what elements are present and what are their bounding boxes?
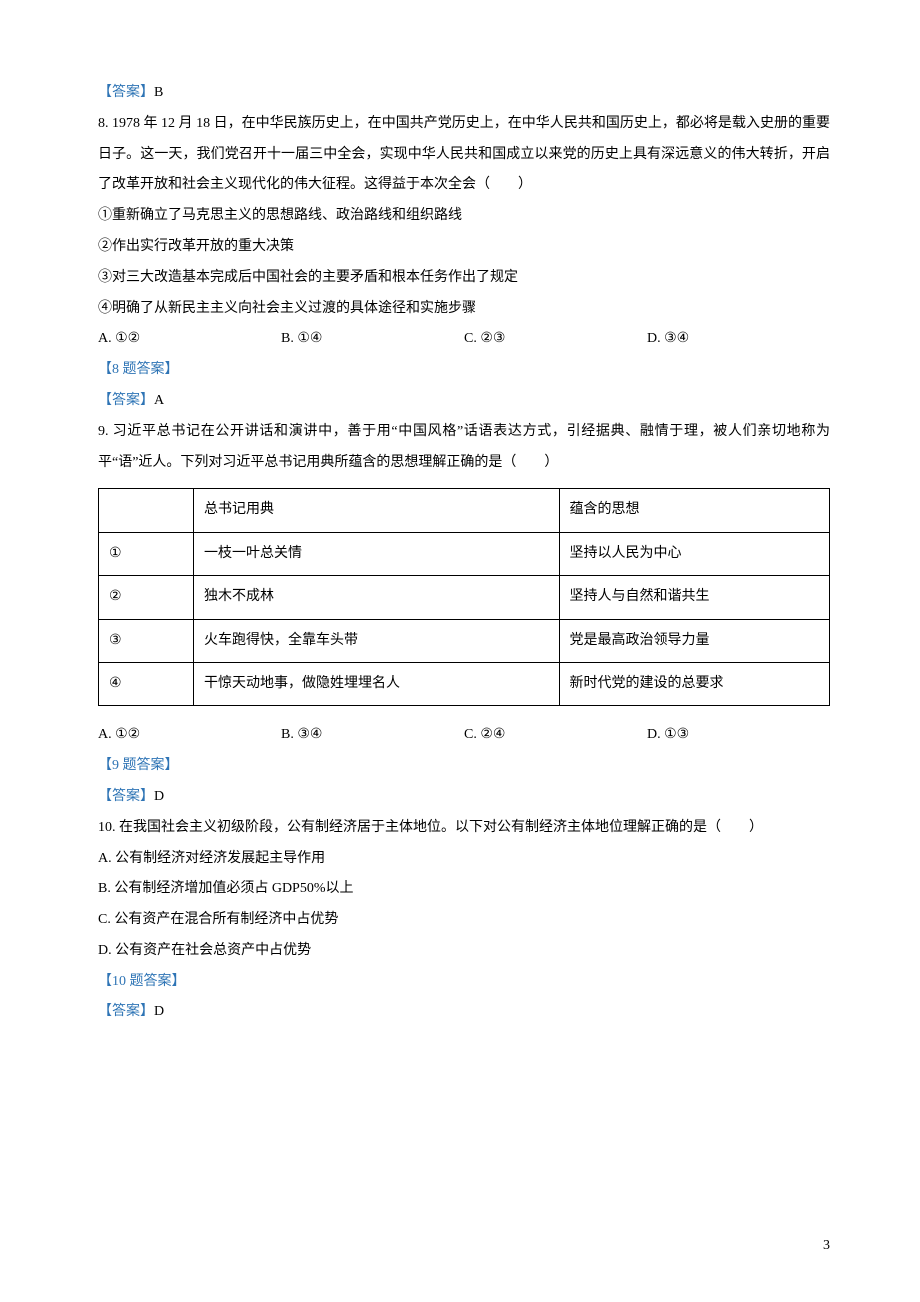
q9-options: A. ①② B. ③④ C. ②④ D. ①③ — [98, 720, 830, 751]
q10-opt-a: A. 公有制经济对经济发展起主导作用 — [98, 844, 830, 875]
answer-value: D — [154, 789, 164, 804]
q8-opt-a: A. ①② — [98, 324, 281, 355]
q8-stem: 8. 1978 年 12 月 18 日，在中华民族历史上，在中国共产党历史上，在… — [98, 109, 830, 201]
q9-table: 总书记用典 蕴含的思想 ① 一枝一叶总关情 坚持以人民为中心 ② 独木不成林 坚… — [98, 488, 830, 706]
table-row: ④ 干惊天动地事，做隐姓埋埋名人 新时代党的建设的总要求 — [99, 662, 830, 705]
q10-opt-d: D. 公有资产在社会总资产中占优势 — [98, 936, 830, 967]
cell: 新时代党的建设的总要求 — [559, 662, 829, 705]
cell: 一枝一叶总关情 — [194, 532, 560, 575]
q8-stmt2: ②作出实行改革开放的重大决策 — [98, 232, 830, 263]
q9-opt-d: D. ①③ — [647, 720, 830, 751]
q10-opt-b: B. 公有制经济增加值必须占 GDP50%以上 — [98, 874, 830, 905]
cell: 坚持人与自然和谐共生 — [559, 576, 829, 619]
q8-options: A. ①② B. ①④ C. ②③ D. ③④ — [98, 324, 830, 355]
q9-answer-heading: 【9 题答案】 — [98, 751, 830, 782]
q9-opt-b: B. ③④ — [281, 720, 464, 751]
cell: 火车跑得快，全靠车头带 — [194, 619, 560, 662]
q10-answer: 【答案】D — [98, 997, 830, 1028]
table-row: ① 一枝一叶总关情 坚持以人民为中心 — [99, 532, 830, 575]
answer-value: D — [154, 1004, 164, 1019]
q10-stem: 10. 在我国社会主义初级阶段，公有制经济居于主体地位。以下对公有制经济主体地位… — [98, 813, 830, 844]
q10-opt-c: C. 公有资产在混合所有制经济中占优势 — [98, 905, 830, 936]
cell: ④ — [99, 662, 194, 705]
page: 【答案】B 8. 1978 年 12 月 18 日，在中华民族历史上，在中国共产… — [0, 0, 920, 1302]
table-row: ③ 火车跑得快，全靠车头带 党是最高政治领导力量 — [99, 619, 830, 662]
q8-opt-c: C. ②③ — [464, 324, 647, 355]
cell: ① — [99, 532, 194, 575]
q9-answer: 【答案】D — [98, 782, 830, 813]
cell: 蕴含的思想 — [559, 489, 829, 532]
answer-label: 【答案】 — [98, 789, 154, 804]
answer-label: 【答案】 — [98, 1004, 154, 1019]
cell: 干惊天动地事，做隐姓埋埋名人 — [194, 662, 560, 705]
cell: 独木不成林 — [194, 576, 560, 619]
q8-answer: 【答案】A — [98, 386, 830, 417]
q7-answer: 【答案】B — [98, 78, 830, 109]
answer-value: B — [154, 85, 163, 100]
q9-stem: 9. 习近平总书记在公开讲话和演讲中，善于用“中国风格”话语表达方式，引经据典、… — [98, 417, 830, 479]
q8-answer-heading: 【8 题答案】 — [98, 355, 830, 386]
q8-opt-d: D. ③④ — [647, 324, 830, 355]
page-number: 3 — [823, 1231, 830, 1262]
cell: 坚持以人民为中心 — [559, 532, 829, 575]
cell: ② — [99, 576, 194, 619]
answer-label: 【答案】 — [98, 393, 154, 408]
table-row: 总书记用典 蕴含的思想 — [99, 489, 830, 532]
cell: ③ — [99, 619, 194, 662]
cell — [99, 489, 194, 532]
q8-stmt1: ①重新确立了马克思主义的思想路线、政治路线和组织路线 — [98, 201, 830, 232]
answer-label: 【答案】 — [98, 85, 154, 100]
q8-stmt3: ③对三大改造基本完成后中国社会的主要矛盾和根本任务作出了规定 — [98, 263, 830, 294]
q8-opt-b: B. ①④ — [281, 324, 464, 355]
cell: 总书记用典 — [194, 489, 560, 532]
cell: 党是最高政治领导力量 — [559, 619, 829, 662]
q9-opt-c: C. ②④ — [464, 720, 647, 751]
answer-value: A — [154, 393, 164, 408]
q9-opt-a: A. ①② — [98, 720, 281, 751]
q8-stmt4: ④明确了从新民主主义向社会主义过渡的具体途径和实施步骤 — [98, 294, 830, 325]
q10-answer-heading: 【10 题答案】 — [98, 967, 830, 998]
table-row: ② 独木不成林 坚持人与自然和谐共生 — [99, 576, 830, 619]
